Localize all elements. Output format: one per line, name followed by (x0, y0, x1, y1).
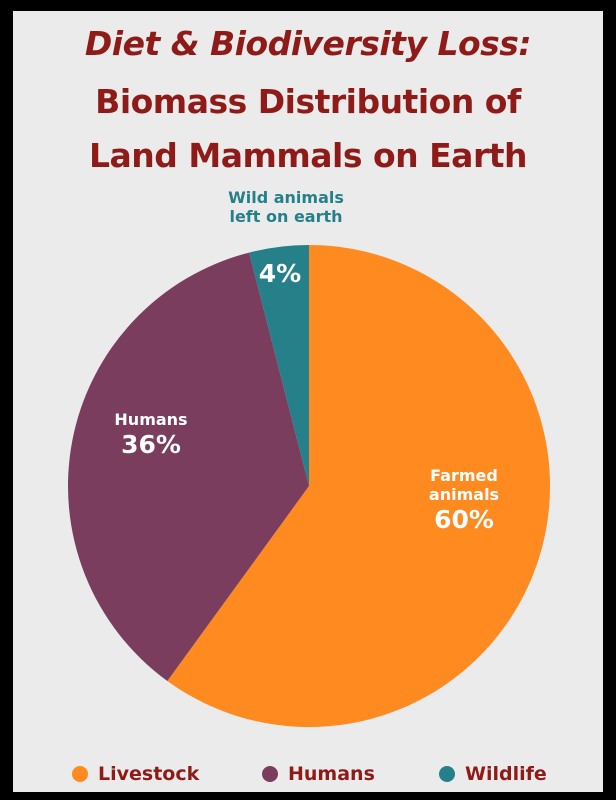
slice-percent-wildlife: 4% (258, 259, 302, 288)
legend-label-livestock: Livestock (98, 763, 200, 785)
chart-title-line-2: Biomass Distribution of (95, 82, 521, 121)
chart-title-line-3: Land Mammals on Earth (89, 136, 528, 175)
legend-item-livestock: Livestock (72, 760, 199, 788)
chart-legend: Livestock Humans Wildlife (0, 760, 616, 788)
slice-label-wildlife-line-2: left on earth (229, 206, 343, 226)
pie-slice-humans (67, 252, 309, 681)
slice-label-livestock-line-2: animals (428, 484, 500, 504)
legend-swatch-wildlife (439, 766, 455, 782)
slice-label-livestock: Farmed animals 60% (408, 466, 520, 534)
slice-label-humans: Humans 36% (96, 410, 206, 459)
legend-swatch-humans (262, 766, 278, 782)
slice-label-humans-line-1: Humans (114, 410, 188, 429)
legend-item-wildlife: Wildlife (439, 760, 547, 788)
slice-label-livestock-line-1: Farmed (430, 466, 498, 485)
slice-callout-wildlife: Wild animals left on earth (206, 188, 366, 227)
legend-label-wildlife: Wildlife (465, 763, 547, 785)
legend-label-humans: Humans (288, 763, 375, 785)
slice-percent-livestock: 60% (434, 504, 494, 534)
chart-title-line-1: Diet & Biodiversity Loss: (84, 24, 532, 63)
legend-item-humans: Humans (262, 760, 375, 788)
pie-slice-wildlife (249, 245, 309, 486)
pie-slice-livestock (167, 245, 550, 727)
legend-swatch-livestock (72, 766, 88, 782)
slice-percent-humans: 36% (121, 429, 181, 459)
slice-label-wildlife-line-1: Wild animals (228, 188, 344, 207)
